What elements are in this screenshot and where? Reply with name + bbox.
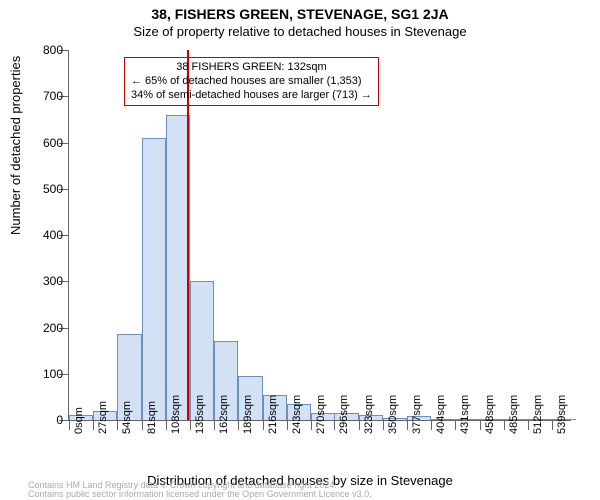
page-title: 38, FISHERS GREEN, STEVENAGE, SG1 2JA xyxy=(0,0,600,22)
x-tick-label: 108sqm xyxy=(170,395,182,434)
x-tick-label: 54sqm xyxy=(121,401,133,434)
x-tick-label: 162sqm xyxy=(218,395,230,434)
x-tick xyxy=(287,420,288,430)
x-tick-label: 404sqm xyxy=(435,395,447,434)
y-tick-label: 400 xyxy=(23,228,63,242)
x-tick xyxy=(407,420,408,430)
histogram-bar xyxy=(142,138,166,420)
x-tick xyxy=(334,420,335,430)
x-tick xyxy=(480,420,481,430)
x-tick-label: 270sqm xyxy=(315,395,327,434)
y-axis-title: Number of detached properties xyxy=(8,56,23,235)
x-tick-label: 323sqm xyxy=(363,395,375,434)
x-tick-label: 0sqm xyxy=(73,407,85,434)
y-tick-label: 300 xyxy=(23,274,63,288)
x-tick xyxy=(166,420,167,430)
x-tick-label: 296sqm xyxy=(338,395,350,434)
footer-line-2: Contains public sector information licen… xyxy=(28,490,372,499)
x-tick-label: 216sqm xyxy=(267,395,279,434)
x-tick-label: 350sqm xyxy=(387,395,399,434)
x-tick xyxy=(69,420,70,430)
y-tick-label: 0 xyxy=(23,413,63,427)
y-tick-label: 200 xyxy=(23,321,63,335)
x-tick-label: 243sqm xyxy=(291,395,303,434)
x-tick xyxy=(311,420,312,430)
histogram-chart: 0100200300400500600700800 0sqm27sqm54sqm… xyxy=(68,50,570,420)
x-tick xyxy=(190,420,191,430)
y-tick-label: 500 xyxy=(23,182,63,196)
x-tick-label: 27sqm xyxy=(97,401,109,434)
x-tick xyxy=(359,420,360,430)
x-tick xyxy=(504,420,505,430)
x-tick-label: 539sqm xyxy=(556,395,568,434)
y-tick-label: 700 xyxy=(23,89,63,103)
annotation-line-1: 38 FISHERS GREEN: 132sqm xyxy=(131,61,372,75)
x-tick-label: 431sqm xyxy=(459,395,471,434)
x-tick-label: 377sqm xyxy=(411,395,423,434)
x-tick xyxy=(431,420,432,430)
x-tick xyxy=(142,420,143,430)
x-tick xyxy=(238,420,239,430)
y-tick-label: 600 xyxy=(23,136,63,150)
x-tick-label: 485sqm xyxy=(508,395,520,434)
annotation-line-2: ← 65% of detached houses are smaller (1,… xyxy=(131,75,372,89)
plot-area: 0100200300400500600700800 0sqm27sqm54sqm… xyxy=(68,50,571,421)
x-tick xyxy=(552,420,553,430)
x-tick xyxy=(455,420,456,430)
footer-attribution: Contains HM Land Registry data © Crown c… xyxy=(28,481,372,500)
x-tick xyxy=(214,420,215,430)
x-tick-label: 458sqm xyxy=(484,395,496,434)
x-tick xyxy=(528,420,529,430)
x-tick-label: 512sqm xyxy=(532,395,544,434)
y-tick-label: 100 xyxy=(23,367,63,381)
x-tick-label: 189sqm xyxy=(242,395,254,434)
x-tick xyxy=(383,420,384,430)
x-tick-label: 135sqm xyxy=(194,395,206,434)
x-tick xyxy=(263,420,264,430)
annotation-box: 38 FISHERS GREEN: 132sqm ← 65% of detach… xyxy=(124,57,379,106)
x-tick-label: 81sqm xyxy=(146,401,158,434)
annotation-line-3: 34% of semi-detached houses are larger (… xyxy=(131,89,372,103)
x-tick xyxy=(93,420,94,430)
y-tick-label: 800 xyxy=(23,43,63,57)
x-tick xyxy=(117,420,118,430)
page-subtitle: Size of property relative to detached ho… xyxy=(0,22,600,39)
